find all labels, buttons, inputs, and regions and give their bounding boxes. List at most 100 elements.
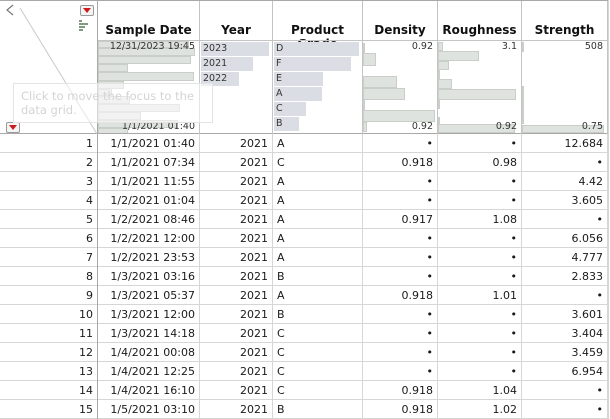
table-row[interactable]: 4 1/2/2021 01:04 2021 A • • 3.605 [0, 191, 610, 210]
table-row[interactable]: 2 1/1/2021 07:34 2021 C 0.918 0.98 • [0, 153, 610, 172]
column-header-year[interactable]: Year 2023 2021 2022 [200, 1, 273, 134]
cell-year[interactable]: 2021 [200, 191, 273, 210]
cell-strength[interactable]: 3.601 [522, 305, 608, 324]
cell-year[interactable]: 2021 [200, 153, 273, 172]
column-header-product-grade[interactable]: Product Grade D F E A C B [273, 1, 363, 134]
cell-product-grade[interactable]: B [273, 305, 363, 324]
cell-density[interactable]: • [363, 343, 438, 362]
cell-density[interactable]: 0.918 [363, 381, 438, 400]
cell-strength[interactable]: • [522, 286, 608, 305]
cell-year[interactable]: 2021 [200, 286, 273, 305]
row-number[interactable]: 9 [0, 286, 98, 305]
row-number[interactable]: 15 [0, 400, 98, 419]
category-bar[interactable]: B [274, 117, 299, 131]
category-bar[interactable]: 2023 [201, 42, 269, 56]
cell-roughness[interactable]: • [438, 343, 522, 362]
cell-strength[interactable]: 4.42 [522, 172, 608, 191]
cell-product-grade[interactable]: A [273, 191, 363, 210]
cell-sample-date[interactable]: 1/3/2021 03:16 [98, 267, 200, 286]
column-header-density[interactable]: Density 0.92 0.92 [363, 1, 438, 134]
cell-product-grade[interactable]: C [273, 362, 363, 381]
cell-roughness[interactable]: • [438, 229, 522, 248]
cell-density[interactable]: • [363, 248, 438, 267]
cell-strength[interactable]: 3.605 [522, 191, 608, 210]
cell-sample-date[interactable]: 1/2/2021 12:00 [98, 229, 200, 248]
cell-product-grade[interactable]: A [273, 229, 363, 248]
cell-roughness[interactable]: • [438, 248, 522, 267]
cell-product-grade[interactable]: C [273, 324, 363, 343]
cell-roughness[interactable]: • [438, 362, 522, 381]
table-row[interactable]: 11 1/3/2021 14:18 2021 C • • 3.404 [0, 324, 610, 343]
column-title[interactable]: Sample Date [105, 23, 192, 37]
cell-density[interactable]: 0.918 [363, 400, 438, 419]
category-bar[interactable]: E [274, 72, 323, 86]
cell-roughness[interactable]: • [438, 305, 522, 324]
table-row[interactable]: 1 1/1/2021 01:40 2021 A • • 12.684 [0, 134, 610, 153]
cell-year[interactable]: 2021 [200, 381, 273, 400]
row-number[interactable]: 5 [0, 210, 98, 229]
cell-strength[interactable]: 2.833 [522, 267, 608, 286]
cell-roughness[interactable]: • [438, 172, 522, 191]
row-number[interactable]: 14 [0, 381, 98, 400]
cell-product-grade[interactable]: A [273, 248, 363, 267]
cell-roughness[interactable]: 0.98 [438, 153, 522, 172]
cell-sample-date[interactable]: 1/2/2021 23:53 [98, 248, 200, 267]
cell-year[interactable]: 2021 [200, 305, 273, 324]
row-number[interactable]: 3 [0, 172, 98, 191]
row-number[interactable]: 1 [0, 134, 98, 153]
cell-year[interactable]: 2021 [200, 134, 273, 153]
cell-sample-date[interactable]: 1/3/2021 12:00 [98, 305, 200, 324]
cell-density[interactable]: • [363, 324, 438, 343]
row-number[interactable]: 13 [0, 362, 98, 381]
cell-product-grade[interactable]: A [273, 286, 363, 305]
cell-roughness[interactable]: • [438, 267, 522, 286]
cell-product-grade[interactable]: A [273, 172, 363, 191]
cell-sample-date[interactable]: 1/3/2021 05:37 [98, 286, 200, 305]
cell-strength[interactable]: • [522, 381, 608, 400]
column-header-roughness[interactable]: Roughness 3.1 0.92 [438, 1, 522, 134]
category-bar[interactable]: C [274, 102, 306, 116]
cell-strength[interactable]: 6.056 [522, 229, 608, 248]
cell-product-grade[interactable]: C [273, 343, 363, 362]
cell-sample-date[interactable]: 1/4/2021 12:25 [98, 362, 200, 381]
table-row[interactable]: 3 1/1/2021 11:55 2021 A • • 4.42 [0, 172, 610, 191]
column-title[interactable]: Strength [534, 23, 595, 37]
cell-density[interactable]: 0.918 [363, 153, 438, 172]
cell-year[interactable]: 2021 [200, 400, 273, 419]
table-row[interactable]: 10 1/3/2021 12:00 2021 B • • 3.601 [0, 305, 610, 324]
row-number[interactable]: 7 [0, 248, 98, 267]
collapse-left-arrow-icon[interactable] [5, 4, 15, 16]
cell-year[interactable]: 2021 [200, 343, 273, 362]
cell-sample-date[interactable]: 1/2/2021 08:46 [98, 210, 200, 229]
category-bar[interactable]: 2022 [201, 72, 239, 86]
row-number[interactable]: 12 [0, 343, 98, 362]
category-bar[interactable]: D [274, 42, 359, 56]
cell-sample-date[interactable]: 1/1/2021 11:55 [98, 172, 200, 191]
cell-density[interactable]: • [363, 191, 438, 210]
table-row[interactable]: 12 1/4/2021 00:08 2021 C • • 3.459 [0, 343, 610, 362]
table-row[interactable]: 7 1/2/2021 23:53 2021 A • • 4.777 [0, 248, 610, 267]
cell-year[interactable]: 2021 [200, 324, 273, 343]
cell-roughness[interactable]: 1.02 [438, 400, 522, 419]
cell-product-grade[interactable]: B [273, 267, 363, 286]
row-number[interactable]: 2 [0, 153, 98, 172]
category-bar[interactable]: A [274, 87, 322, 101]
table-row[interactable]: 13 1/4/2021 12:25 2021 C • • 6.954 [0, 362, 610, 381]
cell-sample-date[interactable]: 1/4/2021 16:10 [98, 381, 200, 400]
row-number[interactable]: 6 [0, 229, 98, 248]
cell-density[interactable]: • [363, 134, 438, 153]
cell-product-grade[interactable]: C [273, 381, 363, 400]
cell-product-grade[interactable]: B [273, 400, 363, 419]
table-row[interactable]: 9 1/3/2021 05:37 2021 A 0.918 1.01 • [0, 286, 610, 305]
cell-sample-date[interactable]: 1/3/2021 14:18 [98, 324, 200, 343]
cell-roughness[interactable]: • [438, 191, 522, 210]
cell-roughness[interactable]: • [438, 134, 522, 153]
row-number[interactable]: 11 [0, 324, 98, 343]
cell-sample-date[interactable]: 1/4/2021 00:08 [98, 343, 200, 362]
cell-product-grade[interactable]: A [273, 134, 363, 153]
cell-roughness[interactable]: 1.04 [438, 381, 522, 400]
cell-year[interactable]: 2021 [200, 229, 273, 248]
column-list-icon[interactable] [79, 20, 88, 31]
cell-sample-date[interactable]: 1/1/2021 07:34 [98, 153, 200, 172]
cell-strength[interactable]: • [522, 210, 608, 229]
